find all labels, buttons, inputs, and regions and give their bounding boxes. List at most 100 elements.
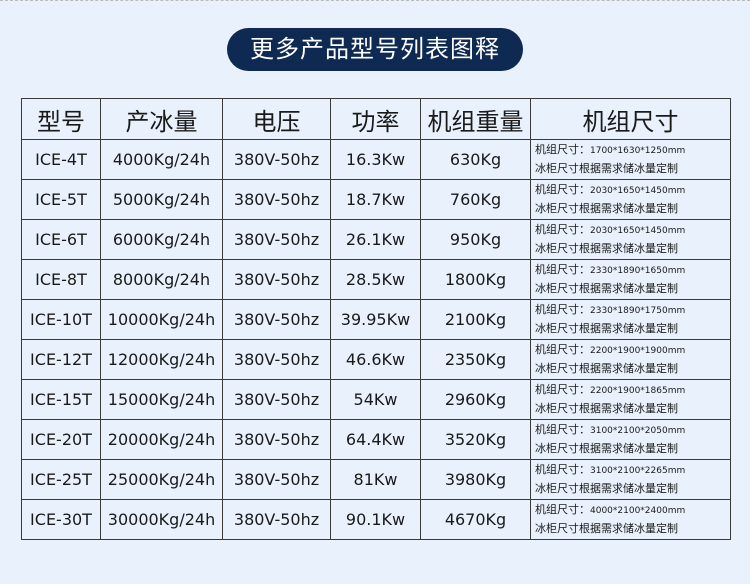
- table-row: ICE-5T 5000Kg/24h 380V-50hz 18.7Kw 760Kg 机组尺寸…: [21, 179, 731, 220]
- cell-voltage: 380V-50hz: [222, 299, 331, 340]
- product-table: 型号 产冰量 电压 功率 机组重量 机组尺寸 ICE-4T 4000Kg/24h 3…: [21, 98, 731, 540]
- cell-size: 机组尺寸：2030*1650*1450mm 冰柜尺寸根据需求储冰量定制: [530, 219, 731, 260]
- cell-size: 机组尺寸：1700*1630*1250mm 冰柜尺寸根据需求储冰量定制: [530, 139, 731, 180]
- page-title: 更多产品型号列表图释: [227, 28, 523, 71]
- cell-power: 18.7Kw: [330, 179, 421, 220]
- cell-model: ICE-4T: [21, 139, 101, 180]
- table-row: ICE-6T 6000Kg/24h 380V-50hz 26.1Kw 950Kg 机组尺寸…: [21, 219, 731, 260]
- cell-power: 16.3Kw: [330, 139, 421, 180]
- cell-output: 30000Kg/24h: [100, 499, 223, 540]
- size-prefix: 机组尺寸：: [535, 183, 590, 196]
- size-note: 冰柜尺寸根据需求储冰量定制: [535, 202, 678, 215]
- cell-weight: 4670Kg: [420, 499, 531, 540]
- size-value: 2030*1650*1450mm: [590, 186, 686, 196]
- table-row: ICE-25T 25000Kg/24h 380V-50hz 81Kw 3980Kg 机组尺…: [21, 459, 731, 500]
- table-row: ICE-12T 12000Kg/24h 380V-50hz 46.6Kw 2350Kg 机…: [21, 339, 731, 380]
- cell-model: ICE-15T: [21, 379, 101, 420]
- header-power: 功率: [330, 98, 421, 140]
- cell-size: 机组尺寸：3100*2100*2265mm 冰柜尺寸根据需求储冰量定制: [530, 459, 731, 500]
- header-model: 型号: [21, 98, 101, 140]
- size-value: 2330*1890*1650mm: [590, 266, 686, 276]
- cell-output: 4000Kg/24h: [100, 139, 223, 180]
- size-note: 冰柜尺寸根据需求储冰量定制: [535, 322, 678, 335]
- cell-weight: 3980Kg: [420, 459, 531, 500]
- cell-voltage: 380V-50hz: [222, 459, 331, 500]
- table-row: ICE-10T 10000Kg/24h 380V-50hz 39.95Kw 2100Kg…: [21, 299, 731, 340]
- size-value: 4000*2100*2400mm: [590, 506, 686, 516]
- size-value: 2030*1650*1450mm: [590, 226, 686, 236]
- table-row: ICE-15T 15000Kg/24h 380V-50hz 54Kw 2960Kg 机组尺…: [21, 379, 731, 420]
- cell-size: 机组尺寸：3100*2100*2050mm 冰柜尺寸根据需求储冰量定制: [530, 419, 731, 460]
- cell-power: 39.95Kw: [330, 299, 421, 340]
- header-output: 产冰量: [100, 98, 223, 140]
- size-note: 冰柜尺寸根据需求储冰量定制: [535, 162, 678, 175]
- cell-model: ICE-12T: [21, 339, 101, 380]
- cell-size: 机组尺寸：2200*1900*1865mm 冰柜尺寸根据需求储冰量定制: [530, 379, 731, 420]
- size-note: 冰柜尺寸根据需求储冰量定制: [535, 242, 678, 255]
- size-value: 3100*2100*2050mm: [590, 426, 686, 436]
- cell-size: 机组尺寸：2200*1900*1900mm 冰柜尺寸根据需求储冰量定制: [530, 339, 731, 380]
- cell-weight: 760Kg: [420, 179, 531, 220]
- cell-weight: 2100Kg: [420, 299, 531, 340]
- cell-power: 46.6Kw: [330, 339, 421, 380]
- size-prefix: 机组尺寸：: [535, 303, 590, 316]
- size-note: 冰柜尺寸根据需求储冰量定制: [535, 282, 678, 295]
- size-prefix: 机组尺寸：: [535, 383, 590, 396]
- cell-output: 6000Kg/24h: [100, 219, 223, 260]
- cell-model: ICE-10T: [21, 299, 101, 340]
- size-prefix: 机组尺寸：: [535, 503, 590, 516]
- cell-voltage: 380V-50hz: [222, 339, 331, 380]
- cell-output: 5000Kg/24h: [100, 179, 223, 220]
- cell-model: ICE-20T: [21, 419, 101, 460]
- cell-voltage: 380V-50hz: [222, 499, 331, 540]
- size-note: 冰柜尺寸根据需求储冰量定制: [535, 522, 678, 535]
- table-row: ICE-20T 20000Kg/24h 380V-50hz 64.4Kw 3520Kg 机…: [21, 419, 731, 460]
- cell-weight: 2350Kg: [420, 339, 531, 380]
- cell-power: 81Kw: [330, 459, 421, 500]
- size-value: 3100*2100*2265mm: [590, 466, 686, 476]
- table-header-row: 型号 产冰量 电压 功率 机组重量 机组尺寸: [21, 98, 731, 140]
- cell-output: 20000Kg/24h: [100, 419, 223, 460]
- cell-voltage: 380V-50hz: [222, 139, 331, 180]
- cell-weight: 1800Kg: [420, 259, 531, 300]
- cell-voltage: 380V-50hz: [222, 219, 331, 260]
- cell-output: 10000Kg/24h: [100, 299, 223, 340]
- header-voltage: 电压: [222, 98, 331, 140]
- cell-voltage: 380V-50hz: [222, 259, 331, 300]
- size-prefix: 机组尺寸：: [535, 143, 590, 156]
- cell-power: 26.1Kw: [330, 219, 421, 260]
- cell-voltage: 380V-50hz: [222, 379, 331, 420]
- cell-model: ICE-6T: [21, 219, 101, 260]
- cell-voltage: 380V-50hz: [222, 179, 331, 220]
- size-prefix: 机组尺寸：: [535, 223, 590, 236]
- cell-power: 90.1Kw: [330, 499, 421, 540]
- cell-output: 15000Kg/24h: [100, 379, 223, 420]
- cell-model: ICE-8T: [21, 259, 101, 300]
- cell-model: ICE-25T: [21, 459, 101, 500]
- size-note: 冰柜尺寸根据需求储冰量定制: [535, 482, 678, 495]
- cell-model: ICE-5T: [21, 179, 101, 220]
- size-prefix: 机组尺寸：: [535, 463, 590, 476]
- cell-size: 机组尺寸：2330*1890*1750mm 冰柜尺寸根据需求储冰量定制: [530, 299, 731, 340]
- cell-weight: 3520Kg: [420, 419, 531, 460]
- cell-output: 12000Kg/24h: [100, 339, 223, 380]
- header-weight: 机组重量: [420, 98, 531, 140]
- table-row: ICE-4T 4000Kg/24h 380V-50hz 16.3Kw 630Kg 机组尺寸…: [21, 139, 731, 180]
- size-value: 1700*1630*1250mm: [590, 146, 686, 156]
- cell-weight: 630Kg: [420, 139, 531, 180]
- size-value: 2330*1890*1750mm: [590, 306, 686, 316]
- header-size: 机组尺寸: [530, 98, 731, 140]
- cell-output: 8000Kg/24h: [100, 259, 223, 300]
- size-prefix: 机组尺寸：: [535, 263, 590, 276]
- size-note: 冰柜尺寸根据需求储冰量定制: [535, 442, 678, 455]
- size-note: 冰柜尺寸根据需求储冰量定制: [535, 402, 678, 415]
- cell-size: 机组尺寸：4000*2100*2400mm 冰柜尺寸根据需求储冰量定制: [530, 499, 731, 540]
- cell-size: 机组尺寸：2330*1890*1650mm 冰柜尺寸根据需求储冰量定制: [530, 259, 731, 300]
- size-prefix: 机组尺寸：: [535, 423, 590, 436]
- cell-size: 机组尺寸：2030*1650*1450mm 冰柜尺寸根据需求储冰量定制: [530, 179, 731, 220]
- cell-weight: 2960Kg: [420, 379, 531, 420]
- cell-voltage: 380V-50hz: [222, 419, 331, 460]
- size-value: 2200*1900*1865mm: [590, 386, 686, 396]
- cell-model: ICE-30T: [21, 499, 101, 540]
- cell-power: 64.4Kw: [330, 419, 421, 460]
